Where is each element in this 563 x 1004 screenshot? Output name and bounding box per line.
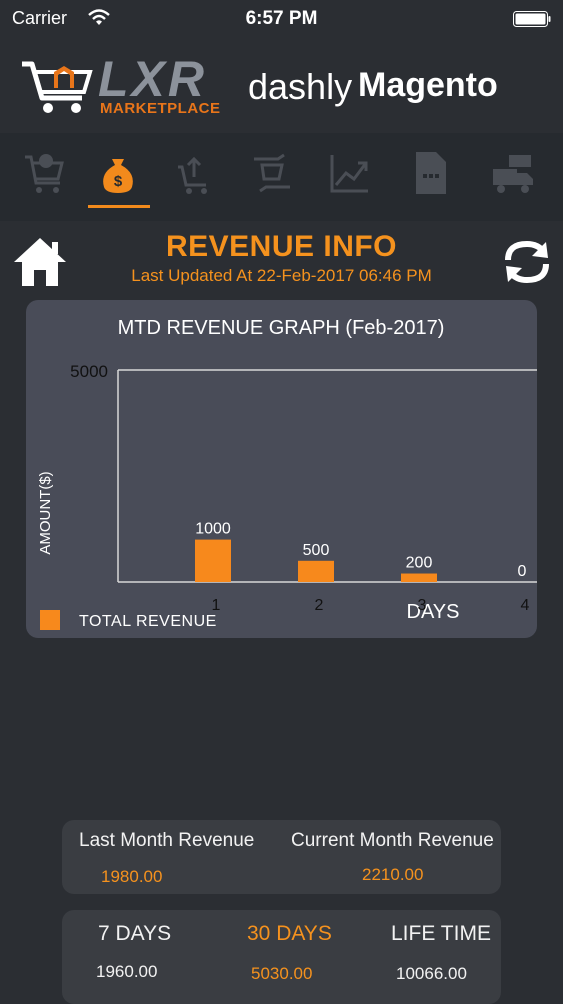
dashly-logo-text: dashly [248,66,353,107]
page-title: REVENUE INFO [165,230,398,263]
product-upload-icon [178,156,207,194]
x-tick-label-1: 1 [212,597,221,614]
cart-logo-icon [22,61,93,113]
days7-label: 7 DAYS [98,922,172,945]
status-time: 6:57 PM [245,8,318,29]
period-summary-card: 7 DAYS 1960.00 30 DAYS 5030.00 LIFE TIME… [62,910,501,1004]
brand-header: LXR MARKETPLACE dashly Magento [0,40,563,132]
magento-logo-text: Magento [358,66,498,104]
revenue-bag-icon: $ [103,159,133,193]
refresh-icon[interactable] [500,236,554,288]
current-month-value: 2210.00 [362,865,424,884]
wifi-icon [88,9,110,25]
x-axis-label: DAYS [407,601,460,623]
days30-value: 5030.00 [251,964,313,983]
x-tick-label-2: 2 [315,597,324,614]
monthly-summary-card: Last Month Revenue 1980.00 Current Month… [62,820,501,894]
legend-swatch [40,610,60,630]
data-label-4: 0 [518,563,527,580]
days7-value: 1960.00 [96,962,158,981]
carrier-label: Carrier [12,8,68,28]
nav-orders[interactable] [16,145,72,201]
x-tick-label-3: 3 [418,597,427,614]
lifetime-value: 10066.00 [396,964,467,983]
nav-growth[interactable] [322,145,378,201]
x-tick-label-4: 4 [521,597,530,614]
chart-title: MTD REVENUE GRAPH (Feb-2017) [118,317,445,339]
last-month-label: Last Month Revenue [79,830,255,851]
legend-label: TOTAL REVENUE [79,613,217,630]
orders-cart-icon [25,154,64,193]
document-icon [416,152,446,194]
marketplace-logo-text: MARKETPLACE [100,100,221,117]
data-label-1: 1000 [195,521,231,538]
current-month-label: Current Month Revenue [291,830,494,851]
data-label-2: 500 [303,542,330,559]
svg-text:$: $ [114,173,123,190]
bar-2 [298,560,334,582]
days30-label: 30 DAYS [247,922,332,945]
nav-revenue[interactable]: $ [90,145,146,201]
revenue-chart-svg: MTD REVENUE GRAPH (Feb-2017)5000AMOUNT($… [37,317,537,630]
status-bar: Carrier 6:57 PM [0,0,563,38]
lifetime-label: LIFE TIME [391,922,491,945]
bar-3 [401,573,437,582]
active-tab-indicator [88,205,150,208]
y-axis-label: AMOUNT($) [37,471,54,554]
sync-cart-icon [254,153,290,193]
shipping-truck-icon [493,155,533,193]
nav-shipping[interactable] [484,145,540,201]
nav-documents[interactable] [402,145,458,201]
growth-chart-icon [330,155,368,193]
nav-products[interactable] [166,145,222,201]
section-nav: $ [0,133,563,221]
battery-icon [513,11,551,27]
lxr-logo-text: LXR [98,51,207,107]
last-month-value: 1980.00 [101,867,163,886]
revenue-chart: MTD REVENUE GRAPH (Feb-2017) 5000 AMOUNT($… [26,300,537,638]
y-tick-label-max: 5000 [70,362,108,381]
bar-1 [195,539,231,582]
last-updated-text: Last Updated At 22-Feb-2017 06:46 PM [131,266,432,285]
nav-sync[interactable] [244,145,300,201]
home-icon[interactable] [12,236,68,288]
data-label-3: 200 [406,555,433,572]
